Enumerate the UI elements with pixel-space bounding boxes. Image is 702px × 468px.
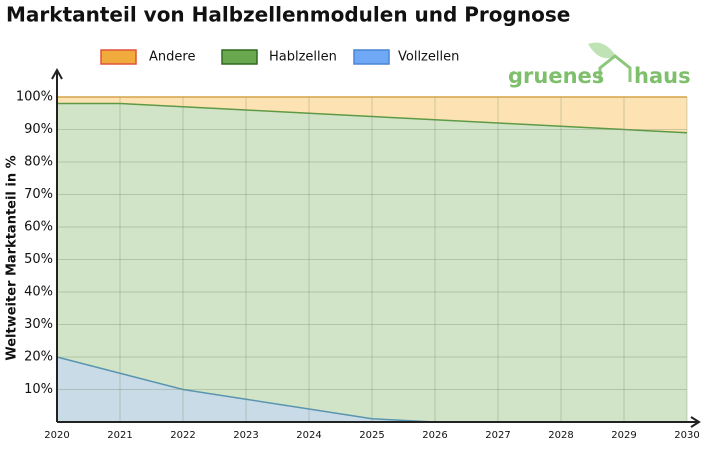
y-tick-label: 40%: [24, 285, 53, 300]
x-tick-label: 2022: [170, 430, 195, 441]
y-tick-label: 100%: [16, 90, 53, 105]
x-tick-label: 2028: [548, 430, 573, 441]
logo: gruenes haus: [508, 42, 691, 88]
x-axis-arrow: [690, 416, 701, 428]
area-fill: [57, 97, 687, 133]
logo-house: [598, 54, 632, 82]
logo-text: haus: [634, 64, 691, 88]
legend-swatch: [353, 49, 390, 65]
area-fill: [57, 357, 687, 422]
legend-label: Andere: [149, 50, 195, 65]
series-line: [57, 102, 688, 134]
x-tick-label: 2023: [233, 430, 258, 441]
x-tick-label: 2020: [44, 430, 69, 441]
y-axis-arrow: [51, 67, 63, 80]
x-tick-label: 2025: [359, 430, 384, 441]
area-fill: [57, 103, 687, 422]
logo-leaf: [588, 42, 616, 59]
y-tick-label: 20%: [24, 350, 53, 365]
x-tick-label: 2030: [674, 430, 699, 441]
x-tick-label: 2021: [107, 430, 132, 441]
legend-swatch: [100, 49, 137, 65]
y-tick-label: 70%: [24, 187, 53, 202]
x-tick-label: 2027: [485, 430, 510, 441]
legend-label: Vollzellen: [398, 50, 459, 65]
y-tick-label: 90%: [24, 122, 53, 137]
x-tick-label: 2024: [296, 430, 321, 441]
y-axis-label: Weltweiter Marktanteil in %: [5, 155, 20, 360]
legend-swatch: [221, 49, 258, 65]
y-tick-label: 10%: [24, 382, 53, 397]
legend-label: Hablzellen: [269, 50, 337, 65]
y-tick-label: 30%: [24, 317, 53, 332]
y-tick-label: 80%: [24, 155, 53, 170]
logo-text: gruenes: [508, 64, 604, 88]
y-tick-label: 60%: [24, 220, 53, 235]
x-tick-label: 2026: [422, 430, 447, 441]
y-tick-label: 50%: [24, 252, 53, 267]
chart-title: Marktanteil von Halbzellenmodulen und Pr…: [6, 3, 570, 27]
x-tick-label: 2029: [611, 430, 636, 441]
